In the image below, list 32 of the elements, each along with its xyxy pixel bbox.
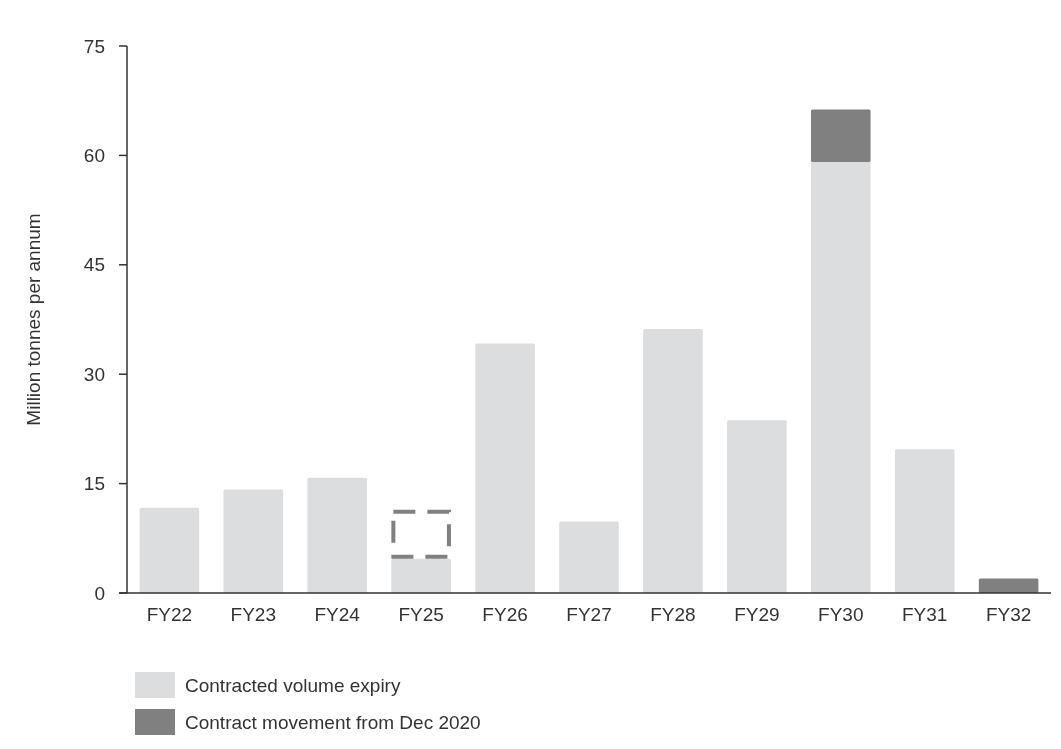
bar: [894, 449, 955, 593]
x-tick-label: FY26: [482, 604, 528, 625]
bar: [559, 521, 619, 593]
bar: [810, 109, 871, 162]
x-tick-label: FY23: [230, 604, 277, 625]
legend-label: Contracted volume expiry: [185, 674, 401, 696]
y-tick-label: 30: [83, 363, 105, 385]
bar: [391, 558, 451, 593]
bar: [139, 507, 200, 593]
bar: [978, 578, 1039, 593]
x-tick-label: FY29: [734, 604, 780, 625]
x-tick-label: FY25: [398, 604, 444, 625]
bar: [643, 328, 703, 593]
x-tick-label: FY27: [566, 604, 612, 625]
bar: [475, 343, 535, 593]
bar: [727, 420, 787, 593]
x-tick-label: FY32: [985, 604, 1032, 625]
x-tick-label: FY22: [146, 604, 193, 625]
legend-label: Contract movement from Dec 2020: [185, 711, 481, 733]
y-tick-label: 45: [83, 254, 105, 276]
y-tick-label: 0: [94, 582, 105, 604]
x-tick-label: FY28: [650, 604, 696, 625]
y-tick-label: 75: [83, 35, 105, 57]
x-tick-label: FY31: [901, 604, 948, 625]
y-tick-label: 15: [83, 473, 105, 495]
bar: [223, 489, 284, 593]
x-tick-label: FY24: [314, 604, 361, 625]
y-axis-title: Million tonnes per annum: [23, 213, 44, 426]
x-tick-label: FY30: [818, 604, 864, 625]
y-tick-label: 60: [83, 145, 105, 167]
bar: [810, 161, 871, 593]
bar: [307, 477, 368, 593]
